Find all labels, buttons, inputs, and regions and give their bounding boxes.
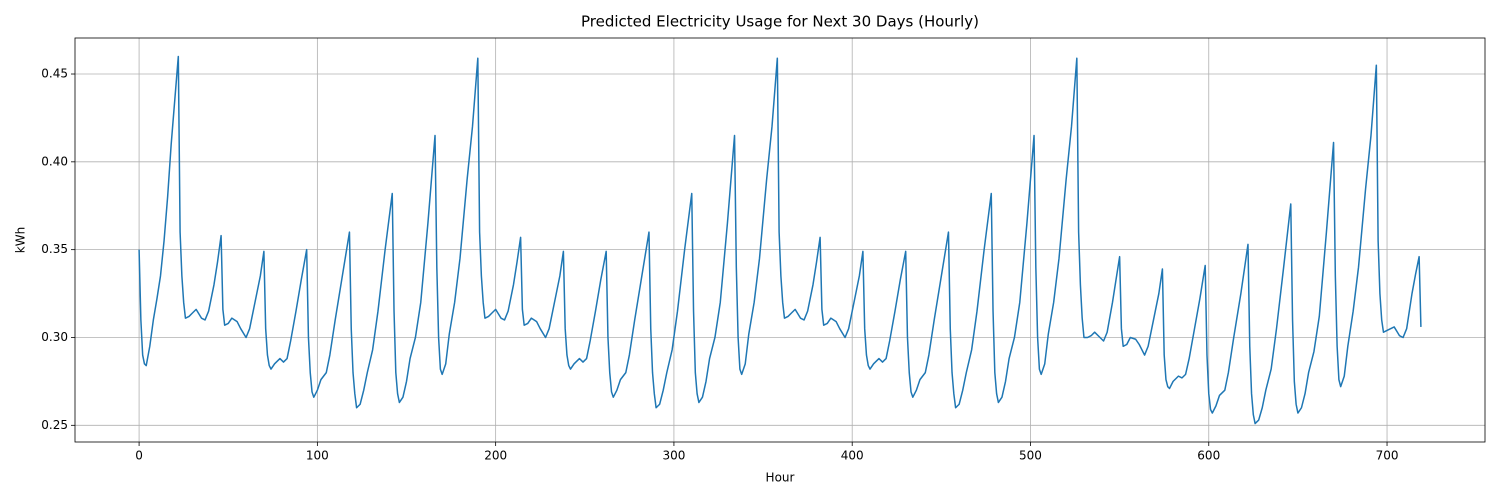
plot-frame xyxy=(74,37,1486,443)
y-tick-label: 0.30 xyxy=(41,330,68,344)
y-tick-label: 0.35 xyxy=(41,242,68,256)
x-tick-label: 300 xyxy=(662,449,685,463)
y-axis-label: kWh xyxy=(14,227,28,253)
data-line xyxy=(138,55,1422,425)
x-tick-label: 0 xyxy=(135,449,143,463)
y-tick-label: 0.40 xyxy=(41,154,68,168)
x-tick-label: 200 xyxy=(484,449,507,463)
y-tick-label: 0.45 xyxy=(41,67,68,81)
x-tick-label: 600 xyxy=(1197,449,1220,463)
x-axis-label: Hour xyxy=(766,471,795,485)
x-tick-label: 100 xyxy=(306,449,329,463)
chart-title: Predicted Electricity Usage for Next 30 … xyxy=(581,13,979,31)
x-tick-label: 700 xyxy=(1376,449,1399,463)
x-tick-label: 400 xyxy=(841,449,864,463)
x-tick-label: 500 xyxy=(1019,449,1042,463)
y-tick-label: 0.25 xyxy=(41,418,68,432)
